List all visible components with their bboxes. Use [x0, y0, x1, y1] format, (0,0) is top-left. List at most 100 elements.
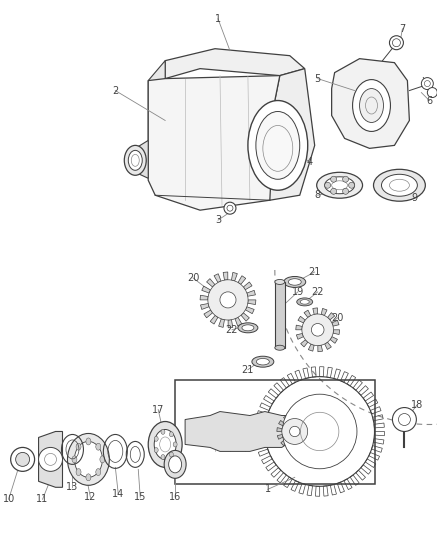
Polygon shape	[244, 282, 252, 290]
Polygon shape	[333, 330, 339, 335]
Ellipse shape	[128, 150, 142, 171]
Polygon shape	[241, 313, 249, 321]
Text: 9: 9	[411, 193, 417, 203]
Polygon shape	[207, 279, 215, 287]
Ellipse shape	[154, 448, 158, 453]
Ellipse shape	[288, 279, 301, 285]
Polygon shape	[291, 414, 295, 419]
Polygon shape	[296, 325, 302, 330]
Polygon shape	[328, 313, 335, 320]
Polygon shape	[305, 437, 311, 442]
Polygon shape	[248, 300, 256, 304]
Text: 16: 16	[169, 492, 181, 502]
Polygon shape	[214, 274, 221, 282]
Polygon shape	[308, 344, 314, 351]
Ellipse shape	[173, 442, 177, 447]
Circle shape	[311, 324, 324, 336]
Polygon shape	[303, 417, 309, 423]
Polygon shape	[297, 334, 304, 340]
Polygon shape	[307, 424, 312, 429]
Ellipse shape	[284, 277, 306, 287]
Ellipse shape	[148, 422, 182, 467]
Ellipse shape	[154, 430, 176, 459]
Ellipse shape	[74, 441, 102, 478]
Polygon shape	[304, 310, 311, 318]
Ellipse shape	[256, 359, 269, 365]
Ellipse shape	[381, 174, 417, 196]
Circle shape	[39, 447, 63, 471]
Circle shape	[427, 87, 437, 98]
Ellipse shape	[76, 443, 81, 450]
Polygon shape	[295, 444, 299, 449]
Ellipse shape	[317, 172, 363, 198]
Text: 2: 2	[112, 86, 118, 95]
Ellipse shape	[96, 469, 101, 475]
Text: 20: 20	[332, 313, 344, 323]
Ellipse shape	[67, 433, 110, 486]
Polygon shape	[223, 272, 228, 280]
Polygon shape	[279, 421, 285, 426]
Polygon shape	[277, 427, 282, 432]
Circle shape	[290, 426, 300, 437]
Polygon shape	[281, 440, 287, 446]
Polygon shape	[185, 411, 298, 451]
Circle shape	[11, 447, 35, 471]
Polygon shape	[201, 303, 209, 310]
Polygon shape	[135, 140, 148, 178]
Polygon shape	[325, 342, 332, 350]
Ellipse shape	[374, 169, 425, 201]
Polygon shape	[300, 340, 308, 347]
Ellipse shape	[86, 438, 91, 445]
Ellipse shape	[86, 474, 91, 481]
Polygon shape	[39, 432, 63, 487]
Polygon shape	[332, 320, 339, 326]
Polygon shape	[332, 59, 410, 148]
Ellipse shape	[170, 452, 173, 457]
Polygon shape	[219, 319, 225, 327]
Polygon shape	[202, 286, 211, 293]
Polygon shape	[277, 434, 283, 439]
Ellipse shape	[242, 325, 254, 331]
Ellipse shape	[154, 437, 158, 441]
Text: 3: 3	[215, 215, 221, 225]
Polygon shape	[204, 310, 212, 318]
Ellipse shape	[325, 177, 355, 193]
Circle shape	[349, 182, 355, 188]
Text: 12: 12	[84, 492, 97, 502]
Circle shape	[343, 176, 349, 182]
Circle shape	[16, 453, 30, 466]
Polygon shape	[298, 316, 305, 323]
Ellipse shape	[275, 279, 285, 285]
Text: 7: 7	[399, 24, 406, 34]
Polygon shape	[231, 272, 237, 281]
Polygon shape	[298, 414, 302, 420]
Polygon shape	[318, 345, 322, 352]
Polygon shape	[287, 443, 292, 449]
Polygon shape	[238, 276, 246, 285]
Ellipse shape	[170, 432, 173, 437]
Ellipse shape	[169, 456, 182, 473]
Text: 5: 5	[314, 74, 321, 84]
Polygon shape	[148, 61, 165, 160]
Text: 11: 11	[36, 494, 49, 504]
Text: 15: 15	[134, 492, 146, 502]
Ellipse shape	[252, 356, 274, 367]
Ellipse shape	[164, 450, 186, 478]
Ellipse shape	[248, 101, 308, 190]
Polygon shape	[210, 316, 218, 324]
Polygon shape	[307, 432, 313, 435]
Polygon shape	[245, 307, 254, 314]
Text: 19: 19	[292, 287, 304, 297]
Polygon shape	[313, 308, 318, 314]
Polygon shape	[165, 49, 305, 78]
Circle shape	[325, 182, 331, 188]
Polygon shape	[200, 295, 208, 300]
Circle shape	[282, 418, 307, 445]
Circle shape	[392, 408, 417, 432]
Ellipse shape	[238, 323, 258, 333]
Ellipse shape	[76, 469, 81, 475]
Ellipse shape	[124, 146, 146, 175]
Polygon shape	[300, 441, 306, 448]
Circle shape	[208, 280, 248, 320]
Circle shape	[331, 188, 337, 195]
